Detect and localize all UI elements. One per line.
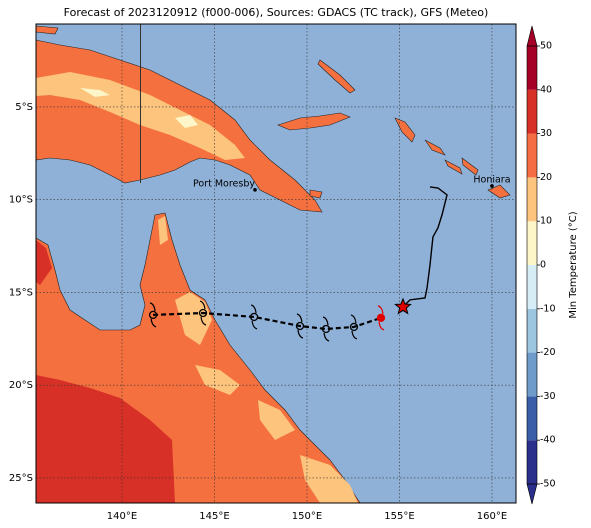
colorbar-tick-label: -40 <box>540 435 556 446</box>
colorbar-bin <box>527 265 537 309</box>
cyclone-symbol <box>296 313 304 339</box>
forecast-marker <box>295 321 305 331</box>
colorbar-bin <box>527 221 537 265</box>
land <box>309 189 323 199</box>
forecast-marker <box>249 312 259 322</box>
colorbar-bin <box>527 352 537 397</box>
colorbar-label: Min Temperature (°C) <box>568 211 579 318</box>
map-frame <box>35 23 517 504</box>
cyclone-symbol <box>377 305 385 331</box>
forecast-marker <box>148 310 158 320</box>
current-position <box>394 297 412 315</box>
place-label: Honiara <box>473 174 510 185</box>
colorbar-tick-label: 20 <box>540 172 552 183</box>
forecast-marker <box>349 322 359 332</box>
land-zone <box>80 88 110 97</box>
place-dot <box>490 184 494 188</box>
place-label: Port Moresby <box>193 178 255 189</box>
colorbar-tick-label: 50 <box>540 41 552 52</box>
land-zone <box>195 365 240 395</box>
land <box>424 139 446 156</box>
x-tick-label: 150°E <box>292 511 322 522</box>
colorbar-tick-label: -50 <box>540 479 556 490</box>
y-tick-label: 5°S <box>15 102 33 113</box>
land-zone <box>175 115 198 128</box>
y-tick-label: 25°S <box>9 473 33 484</box>
colorbar-bin <box>527 440 537 484</box>
land-zone <box>258 400 295 440</box>
colorbar-tick-label: 30 <box>540 128 552 139</box>
colorbar-bin <box>527 308 537 353</box>
land <box>277 112 351 131</box>
land-zone <box>175 292 212 345</box>
colorbar-tick-label: 0 <box>540 260 546 271</box>
y-tick-label: 10°S <box>9 195 33 206</box>
cyclone-symbol <box>250 304 258 330</box>
colorbar-bin <box>527 177 537 222</box>
colorbar-tick-label: -20 <box>540 347 556 358</box>
land <box>444 159 463 175</box>
land <box>461 157 479 176</box>
x-tick-label: 140°E <box>107 511 137 522</box>
land-zone <box>36 375 175 503</box>
colorbar-extend <box>526 483 538 505</box>
colorbar-extend <box>526 25 538 47</box>
forecast-marker <box>321 324 331 334</box>
colorbar-bin <box>527 396 537 441</box>
observed-track <box>402 186 448 308</box>
x-tick-label: 155°E <box>384 511 414 522</box>
map: Port Moresby Honiara <box>35 23 517 504</box>
x-tick-label: 145°E <box>199 511 229 522</box>
colorbar-bin <box>527 46 537 90</box>
colorbar-tick-label: 10 <box>540 216 552 227</box>
colorbar-bin <box>527 89 537 134</box>
x-tick-label: 160°E <box>477 511 507 522</box>
land <box>317 59 356 94</box>
colorbar-bin <box>527 133 537 178</box>
land <box>487 184 511 199</box>
forecast-track <box>153 311 382 331</box>
forecast-marker <box>198 308 208 318</box>
colorbar-tick-label: 40 <box>540 84 552 95</box>
cyclone-symbol <box>322 316 330 342</box>
colorbar: -50 -40 -30 -20 -10 0 10 20 30 40 50 <box>526 25 556 505</box>
y-tick-label: 20°S <box>9 380 33 391</box>
cyclone-symbol <box>199 300 207 326</box>
cyclone-symbol <box>149 302 157 328</box>
colorbar-tick-label: -10 <box>540 303 556 314</box>
forecast-marker <box>376 313 386 323</box>
land-zone <box>158 216 168 245</box>
colorbar-tick-label: -30 <box>540 391 556 402</box>
land <box>394 117 416 143</box>
chart-title: Forecast of 2023120912 (f000-006), Sourc… <box>64 6 489 19</box>
place-dot <box>253 188 257 192</box>
cyclone-symbol <box>350 314 358 340</box>
y-tick-label: 15°S <box>9 287 33 298</box>
land-zone <box>300 455 358 503</box>
land-zone <box>36 240 52 285</box>
